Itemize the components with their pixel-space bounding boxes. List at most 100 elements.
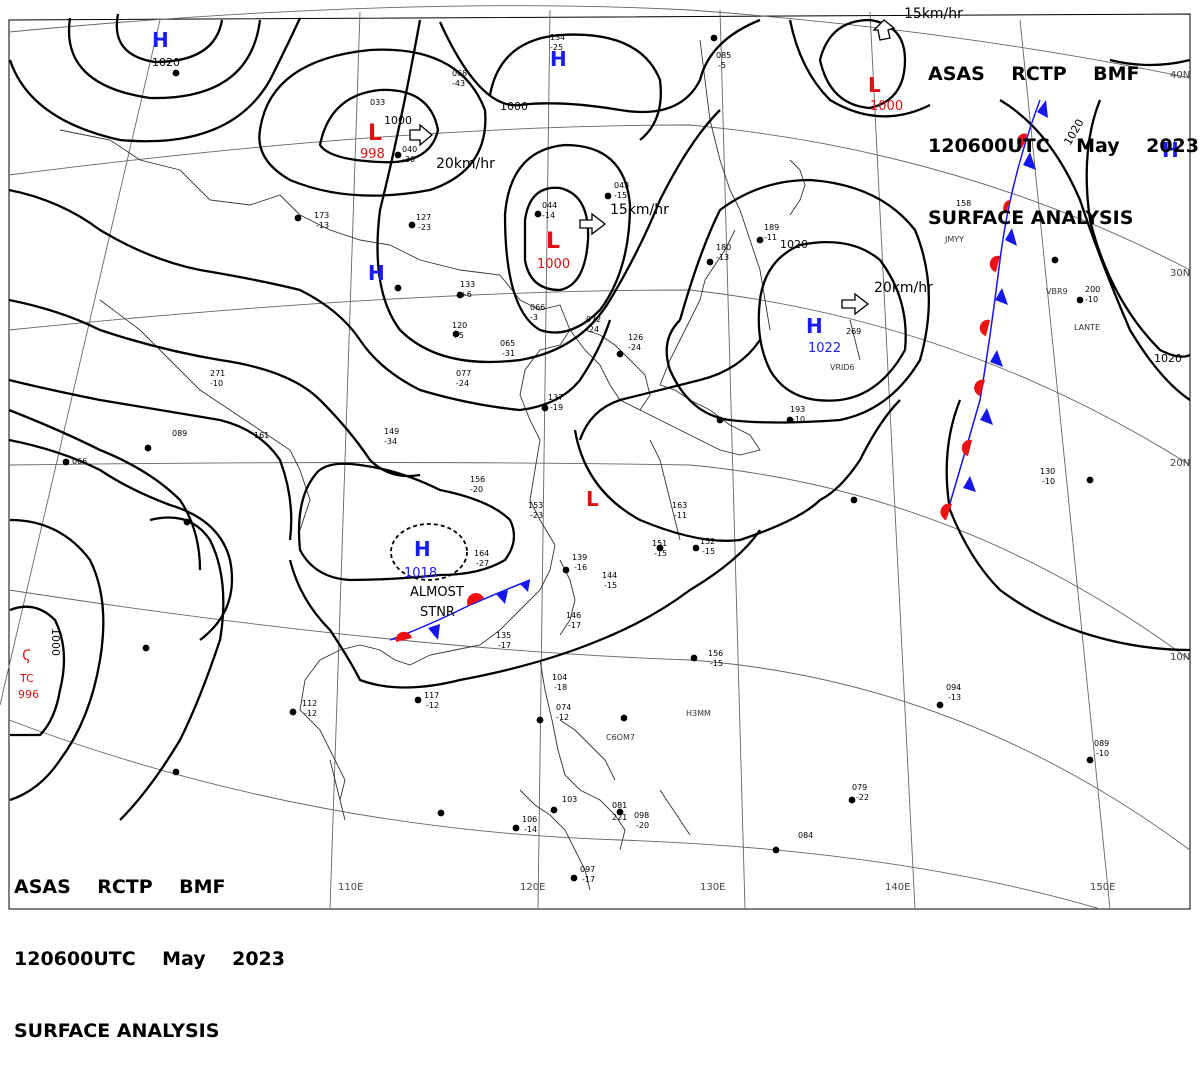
station-value: 161 [254,431,269,440]
station-value: -13 [948,693,961,702]
header-line-3: SURFACE ANALYSIS [928,207,1134,229]
station-value: -15 [614,191,627,200]
isobar-label: 1020 [1154,352,1182,365]
header-line-1: ASAS RCTP BMF [928,63,1140,85]
high-letter: H [414,537,431,561]
station-value: 269 [846,327,861,336]
station-value: -23 [530,511,543,520]
station-value: -10 [210,379,223,388]
low-letter: L [868,73,881,97]
high-letter: H [1162,138,1179,162]
high-letter: H [550,47,567,71]
front-label: STNR [420,605,455,620]
station-value: -22 [856,793,869,802]
station-codes: JMYY VRID6 LANTE C6OM7 H3MM VBR9 [606,235,1100,742]
station-value: 044 [542,201,557,210]
high-letter: H [368,261,385,285]
station-value: -24 [586,325,599,334]
lat-label: 30N [1170,268,1190,279]
station-value: 074 [556,703,571,712]
station-value: 127 [416,213,431,222]
station-value: 156 [470,475,485,484]
low-letter: L [546,229,560,254]
station-value: -14 [524,825,537,834]
station-value: 149 [384,427,399,436]
station-value: +6 [460,290,472,299]
station-value: -27 [476,559,489,568]
station-value: 135 [496,631,511,640]
lat-label: 10N [1170,652,1190,663]
lon-label: 140E [885,882,910,893]
station-value: -31 [502,349,515,358]
station-value: -10 [1096,749,1109,758]
station-value: 153 [528,501,543,510]
low-value: 1000 [537,257,570,272]
motion-arrows [409,19,896,316]
high-value: 1018 [404,566,437,581]
station-value: -15 [710,659,723,668]
station-value: -15 [604,581,617,590]
station-value: -10 [792,415,805,424]
lat-label: 40N [1170,70,1190,81]
station-value: -19 [550,403,563,412]
graticule-labels: 40N 30N 20N 10N 110E 120E 130E 140E 150E [338,70,1190,893]
station-value: 065 [500,339,515,348]
station-value: 134 [550,33,565,42]
station-value: -10 [1085,295,1098,304]
chart-header-top-right: ASAS RCTP BMF 120600UTC May 2023 SURFACE… [928,14,1199,254]
tropical-cyclone: Ϛ TC 996 1000 [18,628,62,701]
low-letter: L [368,121,382,146]
isobar-label: 1000 [500,100,528,113]
graticule [0,5,1191,910]
header-line-2: 120600UTC May 2023 [928,135,1199,157]
station-markers [62,34,1094,882]
front-label: ALMOST [410,585,464,600]
station-value: +5 [452,331,464,340]
lat-label: 20N [1170,458,1190,469]
high-letter: H [152,28,169,52]
motion-label: 15km/hr [610,202,669,218]
station-value: 164 [474,549,489,558]
isobar-label: 1020 [780,238,808,251]
surface-analysis-map: H 1020 H L 998 L 1000 H L 1000 H 1022 H … [0,5,1191,910]
station-value: -30 [402,155,415,164]
station-value: 097 [580,865,595,874]
station-value: -12 [304,709,317,718]
cold-front-east [940,99,1048,521]
tc-isobar-label: 1000 [49,628,62,656]
station-value: 189 [764,223,779,232]
chart-frame [8,13,1191,910]
station-value: -20 [636,821,649,830]
station-value: 156 [708,649,723,658]
motion-labels: 20km/hr 15km/hr 20km/hr 15km/hr [436,6,963,296]
lon-label: 150E [1090,882,1115,893]
station-value: 200 [1085,285,1100,294]
station-value: -12 [426,701,439,710]
station-value: 068 [452,69,467,78]
station-value: 085 [716,51,731,60]
station-value: 133 [460,280,475,289]
station-value: -24 [456,379,469,388]
station-value: 079 [852,783,867,792]
station-value: 126 [628,333,643,342]
station-value: 066 [72,457,87,466]
station-value: 137 [548,393,563,402]
front-labels: ALMOST STNR [410,585,464,620]
station-value: 120 [452,321,467,330]
station-code: VBR9 [1046,287,1068,296]
station-value: -11 [764,233,777,242]
station-value: -15 [702,547,715,556]
low-value: 1000 [870,99,903,114]
isobar-dashed-1018 [390,523,468,581]
station-value: 151 [652,539,667,548]
station-value: 117 [424,691,439,700]
station-value: -15 [654,549,667,558]
station-value: 112 [302,699,317,708]
station-code: VRID6 [830,363,855,372]
station-value: -17 [568,621,581,630]
station-value: -5 [718,61,726,70]
station-value: 146 [566,611,581,620]
tc-label: TC [19,672,34,685]
station-value: 180 [716,243,731,252]
tc-symbol-icon: Ϛ [22,648,31,664]
